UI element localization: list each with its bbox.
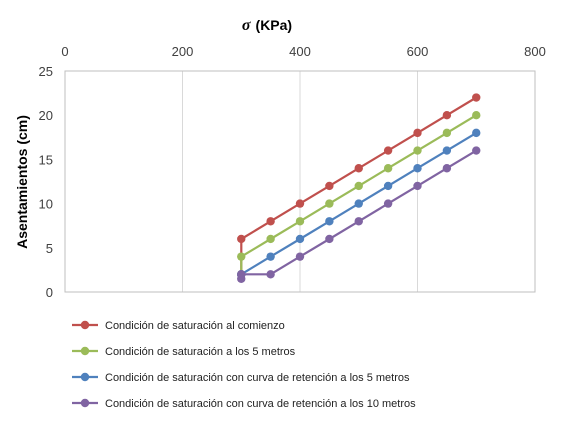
legend-label: Condición de saturación al comienzo <box>105 320 285 332</box>
y-tick-label: 5 <box>46 241 53 256</box>
legend-marker <box>80 372 90 382</box>
y-tick-label: 25 <box>39 64 53 79</box>
data-point <box>266 252 275 261</box>
data-point <box>383 199 393 208</box>
x-tick-label: 200 <box>172 44 194 59</box>
data-point <box>295 217 305 226</box>
legend-item: Condición de saturación con curva de ret… <box>72 398 416 410</box>
legend: Condición de saturación al comienzo Condi… <box>72 320 416 410</box>
data-point <box>266 270 275 279</box>
data-point <box>237 234 246 244</box>
legend-marker <box>80 398 90 408</box>
data-point <box>237 252 246 261</box>
data-point <box>325 181 334 191</box>
x-axis-unit: (KPa) <box>256 17 293 33</box>
series-3 <box>237 128 481 279</box>
data-point <box>266 234 275 244</box>
axes: 0 200 400 600 800 0 5 10 15 20 25 <box>39 44 546 300</box>
y-tick-label: 0 <box>46 285 53 300</box>
data-point <box>266 217 275 226</box>
series-layer <box>237 93 481 283</box>
legend-item: Condición de saturación con curva de ret… <box>72 372 410 384</box>
data-point <box>354 181 363 191</box>
data-point <box>383 146 393 155</box>
data-point <box>237 270 246 279</box>
data-point <box>472 146 481 155</box>
x-tick-label: 400 <box>289 44 311 59</box>
y-tick-label: 15 <box>39 152 53 167</box>
data-point <box>413 128 422 138</box>
data-point <box>442 128 452 138</box>
data-point <box>472 93 481 102</box>
data-point <box>295 234 305 244</box>
legend-label: Condición de saturación con curva de ret… <box>105 398 416 410</box>
y-tick-label: 10 <box>39 197 53 212</box>
data-point <box>383 164 393 173</box>
x-axis-symbol: σ <box>242 17 251 34</box>
data-point <box>472 111 481 120</box>
x-tick-label: 600 <box>407 44 429 59</box>
x-tick-label: 0 <box>61 44 68 59</box>
data-point <box>383 181 393 191</box>
series-line <box>240 149 477 279</box>
data-point <box>354 217 363 226</box>
x-tick-label: 800 <box>524 44 546 59</box>
data-point <box>295 199 305 208</box>
data-point <box>442 111 452 120</box>
series-2 <box>237 111 481 279</box>
y-axis-title: Asentamientos (cm) <box>14 115 30 249</box>
legend-label: Condición de saturación a los 5 metros <box>105 346 296 358</box>
data-point <box>295 252 305 261</box>
x-axis-title: σ (KPa) <box>242 17 292 34</box>
data-point <box>413 164 422 173</box>
data-point <box>442 164 452 173</box>
series-1 <box>237 93 481 279</box>
data-point <box>442 146 452 155</box>
series-4 <box>237 146 481 283</box>
legend-label: Condición de saturación con curva de ret… <box>105 372 410 384</box>
series-line <box>240 96 477 275</box>
data-point <box>354 199 363 208</box>
data-point <box>325 199 334 208</box>
series-line <box>240 114 477 275</box>
legend-item: Condición de saturación a los 5 metros <box>72 346 296 358</box>
data-point <box>354 164 363 173</box>
legend-item: Condición de saturación al comienzo <box>72 320 285 332</box>
y-tick-label: 20 <box>39 108 53 123</box>
plot-area <box>64 70 536 293</box>
data-point <box>325 234 334 244</box>
legend-marker <box>80 320 90 330</box>
data-point <box>472 128 481 138</box>
data-point <box>325 217 334 226</box>
legend-marker <box>80 346 90 356</box>
data-point <box>413 146 422 155</box>
data-point <box>413 181 422 191</box>
